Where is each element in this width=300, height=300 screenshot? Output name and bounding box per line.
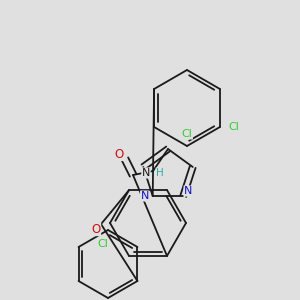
- Text: N: N: [140, 191, 149, 201]
- Text: Cl: Cl: [229, 122, 239, 132]
- Text: O: O: [92, 223, 100, 236]
- Text: N: N: [184, 186, 193, 196]
- Text: Cl: Cl: [182, 129, 192, 139]
- Text: Cl: Cl: [98, 239, 108, 249]
- Text: O: O: [114, 148, 124, 160]
- Text: N: N: [142, 168, 150, 178]
- Text: H: H: [156, 168, 164, 178]
